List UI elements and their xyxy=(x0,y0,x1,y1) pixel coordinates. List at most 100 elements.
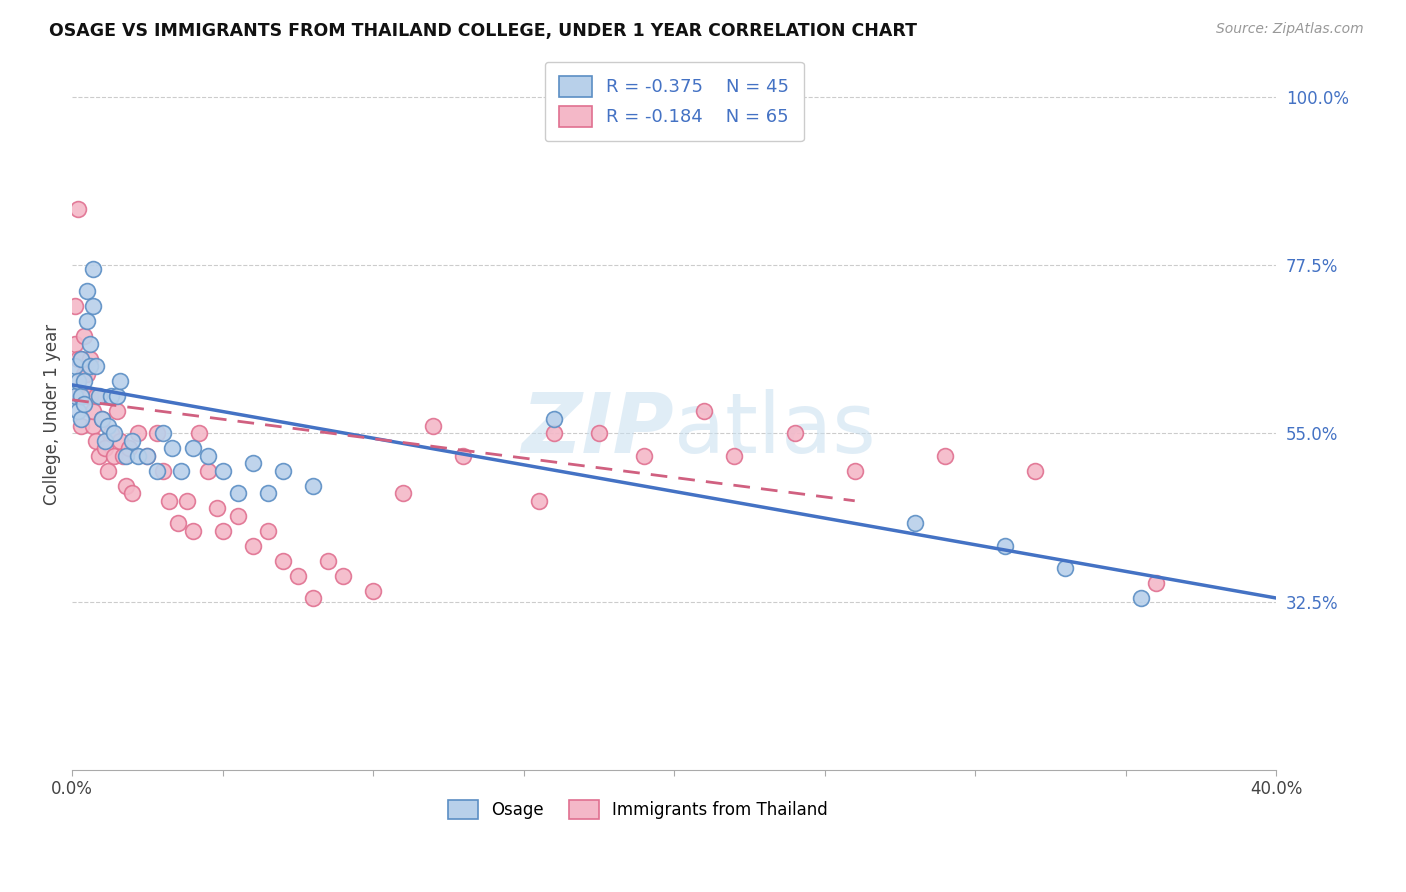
Point xyxy=(91,411,114,425)
Point xyxy=(76,314,98,328)
Point xyxy=(145,464,167,478)
Point xyxy=(226,508,249,523)
Point xyxy=(693,404,716,418)
Text: OSAGE VS IMMIGRANTS FROM THAILAND COLLEGE, UNDER 1 YEAR CORRELATION CHART: OSAGE VS IMMIGRANTS FROM THAILAND COLLEG… xyxy=(49,22,917,40)
Point xyxy=(112,449,135,463)
Point xyxy=(67,374,90,388)
Point xyxy=(70,389,93,403)
Point xyxy=(84,434,107,448)
Point xyxy=(176,493,198,508)
Point xyxy=(94,442,117,456)
Point xyxy=(169,464,191,478)
Point xyxy=(84,389,107,403)
Point xyxy=(73,329,96,343)
Point xyxy=(543,426,565,441)
Point xyxy=(844,464,866,478)
Point xyxy=(70,419,93,434)
Point xyxy=(79,359,101,374)
Point xyxy=(110,434,132,448)
Point xyxy=(166,516,188,531)
Point xyxy=(67,351,90,366)
Point xyxy=(145,426,167,441)
Point xyxy=(70,411,93,425)
Y-axis label: College, Under 1 year: College, Under 1 year xyxy=(44,324,60,506)
Point xyxy=(76,389,98,403)
Point xyxy=(70,351,93,366)
Point xyxy=(65,359,87,374)
Point xyxy=(136,449,159,463)
Point xyxy=(271,464,294,478)
Point xyxy=(91,411,114,425)
Point xyxy=(67,404,90,418)
Point xyxy=(783,426,806,441)
Point xyxy=(100,389,122,403)
Point xyxy=(103,449,125,463)
Point xyxy=(211,524,233,538)
Point xyxy=(588,426,610,441)
Point xyxy=(89,449,111,463)
Point xyxy=(76,367,98,381)
Point xyxy=(76,285,98,299)
Point xyxy=(67,202,90,216)
Point xyxy=(82,262,104,277)
Point xyxy=(1129,591,1152,605)
Point xyxy=(181,442,204,456)
Point xyxy=(543,411,565,425)
Point xyxy=(100,426,122,441)
Point xyxy=(181,524,204,538)
Point xyxy=(152,426,174,441)
Point xyxy=(453,449,475,463)
Point xyxy=(527,493,550,508)
Point xyxy=(361,583,384,598)
Point xyxy=(65,389,87,403)
Point xyxy=(904,516,927,531)
Point xyxy=(73,367,96,381)
Point xyxy=(1144,576,1167,591)
Point xyxy=(242,539,264,553)
Point xyxy=(1054,561,1077,575)
Point xyxy=(94,434,117,448)
Point xyxy=(302,591,325,605)
Point xyxy=(118,442,141,456)
Text: ZIP: ZIP xyxy=(522,389,673,469)
Point xyxy=(82,404,104,418)
Point xyxy=(211,464,233,478)
Point xyxy=(73,374,96,388)
Point xyxy=(332,568,354,582)
Point xyxy=(97,464,120,478)
Point xyxy=(136,449,159,463)
Point xyxy=(160,442,183,456)
Point xyxy=(84,359,107,374)
Point xyxy=(127,449,149,463)
Point xyxy=(994,539,1017,553)
Point xyxy=(187,426,209,441)
Point xyxy=(115,479,138,493)
Point xyxy=(934,449,956,463)
Point xyxy=(723,449,745,463)
Point xyxy=(70,389,93,403)
Point xyxy=(115,449,138,463)
Point xyxy=(242,457,264,471)
Point xyxy=(205,501,228,516)
Point xyxy=(65,336,87,351)
Text: atlas: atlas xyxy=(673,389,876,469)
Point xyxy=(127,426,149,441)
Point xyxy=(121,486,143,500)
Point xyxy=(105,404,128,418)
Point xyxy=(316,553,339,567)
Point xyxy=(70,351,93,366)
Point xyxy=(287,568,309,582)
Point xyxy=(152,464,174,478)
Point xyxy=(67,389,90,403)
Point xyxy=(79,351,101,366)
Point xyxy=(422,419,444,434)
Point xyxy=(197,464,219,478)
Point xyxy=(79,336,101,351)
Point xyxy=(302,479,325,493)
Point xyxy=(257,486,280,500)
Point xyxy=(121,434,143,448)
Point xyxy=(97,419,120,434)
Point xyxy=(82,419,104,434)
Point xyxy=(82,299,104,313)
Point xyxy=(157,493,180,508)
